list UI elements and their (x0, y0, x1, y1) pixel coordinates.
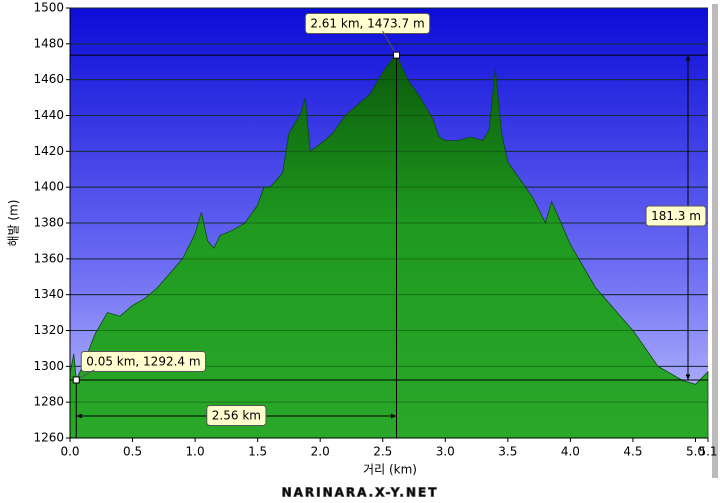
x-tick-label: 3.0 (436, 445, 455, 459)
x-tick-label: 1.5 (248, 445, 267, 459)
rise-label-box (645, 205, 707, 227)
y-tick-label: 1300 (33, 359, 64, 373)
x-tick-label: 0.0 (60, 445, 79, 459)
x-tick-label: 5.0 (686, 445, 705, 459)
y-tick-label: 1340 (33, 287, 64, 301)
y-tick-label: 1480 (33, 36, 64, 50)
watermark: NARINARA.X-Y.NET (282, 486, 439, 500)
rise-arrow-head (685, 374, 691, 380)
x-tick-label: 5.1 (698, 445, 717, 459)
x-tick-label: 0.5 (123, 445, 142, 459)
axes: 1260 1280 1300 1320 1340 1360 1380 1400 1420 1440… (33, 1, 717, 459)
x-tick-label: 2.5 (373, 445, 392, 459)
marker-label: 0.05 km, 1292.4 m (86, 354, 200, 368)
marker-label: 2.61 km, 1473.7 m (310, 17, 424, 31)
y-tick-label: 1360 (33, 251, 64, 265)
marker-point (393, 51, 401, 59)
y-axis-title: 해발 (m) (7, 200, 21, 247)
y-tick-label: 1400 (33, 180, 64, 194)
elevation-area (69, 54, 709, 439)
x-axis-title: 거리 (km) (363, 463, 417, 477)
y-tick-label: 1380 (33, 216, 64, 230)
marker-point (72, 376, 80, 384)
rise-label: 181.3 m (651, 209, 701, 223)
y-tick-label: 1320 (33, 323, 64, 337)
y-tick-label: 1500 (33, 1, 64, 15)
area-layer (69, 54, 709, 439)
callout (382, 30, 397, 56)
y-tick-label: 1420 (33, 144, 64, 158)
annotations: 181.3 m 2.56 km 2.61 km, 1473.7 m 0.05 km, … (70, 13, 708, 438)
marker-label-box (80, 350, 207, 372)
x-tick-label: 4.0 (561, 445, 580, 459)
y-tick-label: 1260 (33, 431, 64, 445)
rise-arrow-head (685, 55, 691, 61)
x-tick-label: 2.0 (311, 445, 330, 459)
distance-label-box (206, 405, 267, 426)
y-tick-label: 1440 (33, 108, 64, 122)
distance-arrow-head (390, 413, 397, 419)
frame-shadow (712, 4, 718, 478)
x-tick-label: 3.5 (498, 445, 517, 459)
x-tick-label: 1.0 (186, 445, 205, 459)
y-tick-label: 1460 (33, 72, 64, 86)
y-tick-label: 1280 (33, 395, 64, 409)
footer (0, 482, 720, 503)
distance-arrow-head (76, 413, 82, 419)
distance-label: 2.56 km (212, 409, 261, 423)
marker-label-box (304, 13, 431, 34)
x-tick-label: 4.5 (623, 445, 642, 459)
